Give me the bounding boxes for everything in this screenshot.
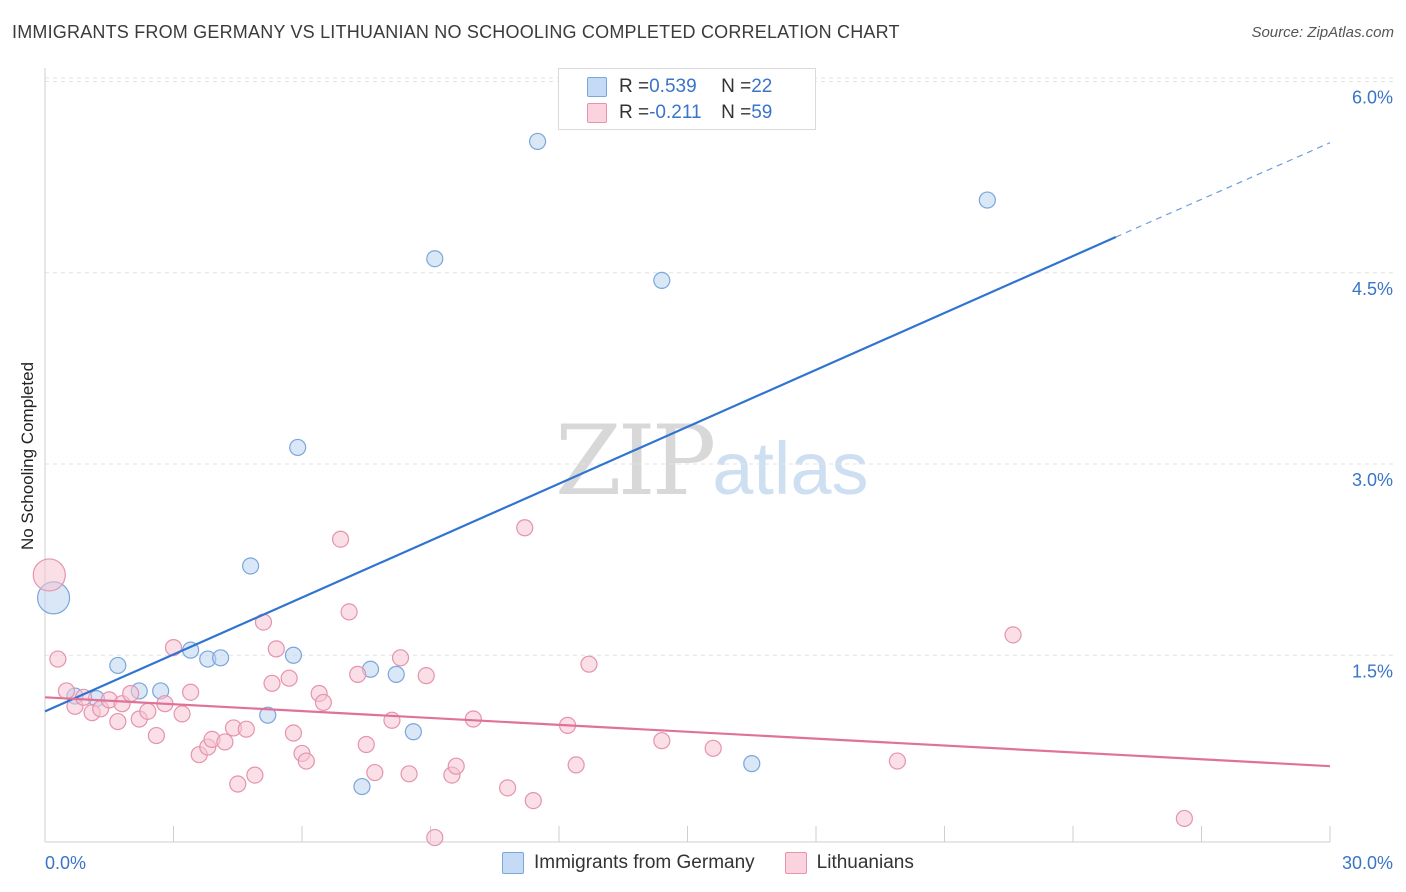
germany-point [404, 723, 422, 741]
germany-point [387, 665, 405, 683]
germany-point [978, 191, 996, 209]
r-value: 0.539 [649, 76, 697, 97]
lithuania-point [237, 720, 255, 738]
germany-point [242, 557, 260, 575]
y-axis-label: No Schooling Completed [18, 361, 37, 551]
lithuania-point [49, 650, 67, 668]
legend-label-lithuania: Lithuanians [816, 852, 914, 873]
legend-label-germany: Immigrants from Germany [534, 852, 755, 873]
lithuania-point [182, 683, 200, 701]
legend-swatch-germany [502, 852, 524, 874]
y-tick-label: 4.5% [1352, 279, 1393, 299]
chart-title: IMMIGRANTS FROM GERMANY VS LITHUANIAN NO… [12, 22, 900, 42]
lithuania-point [284, 724, 303, 742]
lithuania-point [246, 766, 264, 784]
germany-point [284, 646, 303, 664]
r-label: R = [619, 102, 650, 123]
y-tick-label: 3.0% [1352, 470, 1393, 490]
germany-trend-extension [1115, 142, 1331, 238]
lithuania-point [139, 702, 157, 720]
y-tick-label: 6.0% [1352, 88, 1393, 108]
series-legend: Immigrants from Germany Lithuanians [502, 852, 944, 874]
lithuania-point [1175, 809, 1193, 828]
lithuania-point [447, 757, 465, 775]
germany-point [426, 250, 444, 268]
correlation-row-lithuania: R = -0.211 N = 59 [559, 100, 772, 126]
lithuania-point [109, 712, 127, 731]
germany-trend-line [44, 236, 1117, 713]
source-credit: Source: ZipAtlas.com [1251, 24, 1394, 41]
lithuania-point [164, 638, 183, 657]
lithuania-swatch [587, 103, 607, 123]
lithuania-point [57, 682, 76, 700]
lithuania-point [391, 649, 410, 667]
lithuania-point [331, 530, 350, 548]
germany-point [289, 438, 307, 457]
legend-item-germany[interactable]: Immigrants from Germany [502, 852, 755, 874]
x-tick-label: 0.0% [45, 853, 86, 873]
n-label: N = [721, 102, 752, 123]
lithuania-point [417, 667, 435, 685]
lithuania-point [426, 828, 444, 847]
lithuania-point [314, 693, 333, 712]
lithuania-point [516, 519, 534, 537]
lithuania-point [357, 735, 375, 754]
legend-swatch-lithuania [784, 852, 807, 874]
lithuania-trend-line [44, 696, 1331, 768]
lithuania-point [499, 779, 517, 797]
lithuania-point [524, 791, 542, 810]
legend-item-lithuania[interactable]: Lithuanians [784, 852, 914, 874]
lithuania-point [122, 684, 140, 703]
lithuania-point [32, 558, 66, 592]
r-value: -0.211 [649, 102, 702, 123]
n-label: N = [721, 76, 752, 97]
lithuania-point [366, 763, 384, 782]
lithuania-point [263, 674, 281, 692]
lithuania-point [173, 705, 191, 723]
lithuania-point [400, 765, 418, 783]
germany-point [212, 649, 230, 667]
correlation-row-germany: R = 0.539 N = 22 [559, 74, 772, 100]
lithuania-point [229, 775, 247, 793]
germany-point [353, 777, 371, 796]
lithuania-point [280, 669, 298, 687]
lithuania-point [1004, 626, 1022, 644]
germany-swatch [587, 77, 607, 97]
lithuania-point [567, 756, 585, 774]
y-tick-label: 1.5% [1352, 661, 1393, 681]
lithuania-point [349, 665, 367, 683]
lithuania-point [340, 603, 358, 621]
correlation-legend: R = 0.539 N = 22 R = -0.211 N = 59 [558, 68, 816, 130]
lithuania-point [704, 739, 722, 757]
germany-point [653, 271, 671, 289]
germany-point [743, 755, 761, 773]
n-value: 22 [751, 76, 773, 97]
germany-point [259, 706, 277, 724]
n-value: 59 [751, 102, 773, 123]
lithuania-point [888, 752, 906, 770]
lithuania-point [147, 726, 165, 745]
lithuania-point [580, 655, 598, 673]
r-label: R = [619, 76, 650, 97]
x-tick-label: 30.0% [1342, 853, 1393, 873]
lithuania-point [216, 733, 234, 751]
germany-point [109, 656, 127, 675]
lithuania-point [297, 752, 315, 770]
germany-point [528, 132, 547, 151]
lithuania-point [653, 732, 671, 750]
lithuania-point [267, 640, 285, 658]
